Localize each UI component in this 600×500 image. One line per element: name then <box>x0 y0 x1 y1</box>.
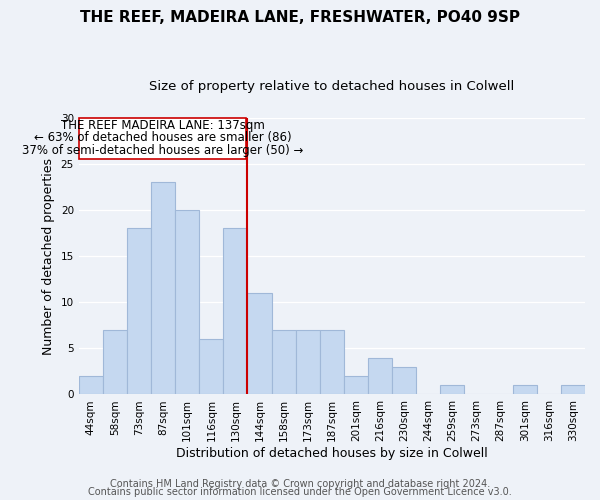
Text: Contains HM Land Registry data © Crown copyright and database right 2024.: Contains HM Land Registry data © Crown c… <box>110 479 490 489</box>
Bar <box>175 210 199 394</box>
Bar <box>296 330 320 394</box>
Bar <box>320 330 344 394</box>
Bar <box>368 358 392 395</box>
Bar <box>151 182 175 394</box>
Y-axis label: Number of detached properties: Number of detached properties <box>42 158 55 354</box>
Bar <box>392 367 416 394</box>
X-axis label: Distribution of detached houses by size in Colwell: Distribution of detached houses by size … <box>176 447 488 460</box>
Bar <box>247 293 272 394</box>
Bar <box>223 228 247 394</box>
FancyBboxPatch shape <box>79 118 246 160</box>
Bar <box>79 376 103 394</box>
Bar <box>103 330 127 394</box>
Bar <box>199 339 223 394</box>
Text: Contains public sector information licensed under the Open Government Licence v3: Contains public sector information licen… <box>88 487 512 497</box>
Bar <box>440 385 464 394</box>
Text: 37% of semi-detached houses are larger (50) →: 37% of semi-detached houses are larger (… <box>22 144 303 156</box>
Text: THE REEF MADEIRA LANE: 137sqm: THE REEF MADEIRA LANE: 137sqm <box>61 118 265 132</box>
Bar <box>272 330 296 394</box>
Bar <box>512 385 537 394</box>
Bar <box>344 376 368 394</box>
Text: ← 63% of detached houses are smaller (86): ← 63% of detached houses are smaller (86… <box>34 130 292 143</box>
Bar <box>561 385 585 394</box>
Bar <box>127 228 151 394</box>
Title: Size of property relative to detached houses in Colwell: Size of property relative to detached ho… <box>149 80 514 93</box>
Text: THE REEF, MADEIRA LANE, FRESHWATER, PO40 9SP: THE REEF, MADEIRA LANE, FRESHWATER, PO40… <box>80 10 520 25</box>
